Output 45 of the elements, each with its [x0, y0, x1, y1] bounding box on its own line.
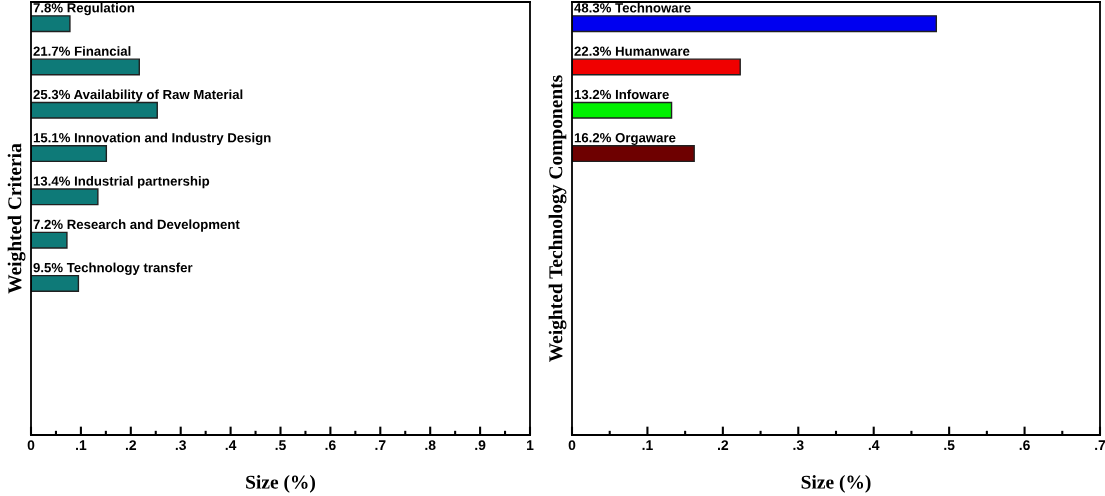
x-tick-label: .5 [275, 440, 286, 451]
y-axis-title: Weighted Technology Components [548, 75, 567, 362]
x-tick-label: 1 [527, 440, 534, 450]
bar [31, 188, 99, 206]
category-label: 16.2% Orgaware [574, 133, 676, 146]
category-label: 15.1% Innovation and Industry Design [33, 132, 271, 146]
bar [31, 15, 71, 33]
x-tick-label: .4 [225, 440, 237, 450]
category-label: 21.7% Financial [33, 46, 131, 56]
x-axis-title: Size (%) [246, 475, 316, 493]
x-tick-label: .7 [1095, 440, 1105, 450]
x-tick-label: .6 [325, 440, 336, 451]
x-tick-label: .8 [425, 440, 436, 451]
x-tick-label: 0 [27, 440, 35, 451]
category-label: 25.3% Availability of Raw Material [33, 89, 243, 102]
x-tick-label: .6 [1019, 440, 1030, 451]
bar [31, 274, 80, 292]
category-label: 7.8% Regulation [33, 2, 135, 16]
category-label: 9.5% Technology transfer [33, 262, 193, 275]
category-label: 13.4% Industrial partnership [33, 176, 210, 189]
bar [31, 145, 108, 163]
x-tick-label: .3 [175, 440, 186, 451]
x-tick-label: .1 [642, 440, 653, 450]
y-axis-title: Weighted Criteria [7, 143, 26, 294]
bar [572, 101, 673, 119]
category-label: 48.3% Technoware [574, 2, 691, 13]
x-tick-label: 0 [568, 440, 576, 451]
bar [31, 58, 140, 76]
x-tick-label: .2 [125, 440, 137, 450]
x-tick-label: .4 [868, 440, 880, 450]
x-axis-title: Size (%) [801, 475, 871, 493]
bar [31, 231, 68, 249]
bar [31, 101, 158, 119]
x-tick-label: .1 [76, 440, 87, 450]
x-tick-label: .7 [375, 440, 386, 450]
bar [572, 58, 741, 76]
x-tick-label: .2 [718, 440, 729, 450]
category-label: 7.2% Research and Development [33, 219, 240, 232]
x-tick-label: .5 [944, 440, 955, 451]
category-label: 13.2% Infoware [574, 89, 669, 100]
x-tick-label: .3 [793, 440, 804, 451]
x-tick-label: .9 [475, 440, 486, 451]
bar [572, 15, 938, 33]
category-label: 22.3% Humanware [574, 46, 690, 56]
bar [572, 145, 695, 163]
